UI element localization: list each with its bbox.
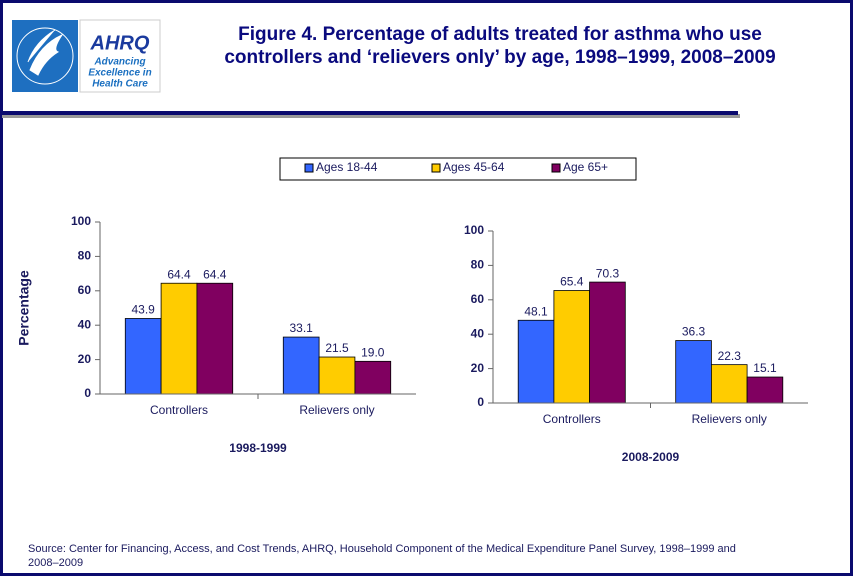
data-label: 65.4 <box>560 275 584 289</box>
data-label: 15.1 <box>753 361 777 375</box>
y-axis-title: Percentage <box>16 270 32 346</box>
ahrq-logo: AHRQ Advancing Excellence in Health Care <box>79 19 161 93</box>
x-axis-title: 1998-1999 <box>229 441 287 455</box>
legend-box <box>279 157 637 181</box>
x-tick-label: Controllers <box>543 412 601 426</box>
y-tick-label: 60 <box>471 292 485 306</box>
x-tick-label: Relievers only <box>692 412 767 426</box>
x-tick-label: Controllers <box>150 403 208 417</box>
bar <box>160 282 198 395</box>
x-tick-label: Relievers only <box>299 403 374 417</box>
y-tick-label: 100 <box>71 214 91 228</box>
hhs-logo <box>12 20 78 92</box>
bar <box>354 360 392 395</box>
bar <box>553 290 591 404</box>
data-label: 22.3 <box>718 349 742 363</box>
y-tick-label: 40 <box>78 317 92 331</box>
bar <box>282 336 320 395</box>
data-label: 21.5 <box>325 341 349 355</box>
source: 2008–2009 <box>28 557 83 569</box>
data-label: 64.4 <box>203 267 227 281</box>
bar <box>196 282 234 395</box>
hhs-ring <box>16 27 74 85</box>
y-tick-label: 100 <box>464 223 484 237</box>
bar <box>517 319 555 404</box>
title: Figure 4. Percentage of adults treated f… <box>238 24 762 45</box>
y-tick-label: 0 <box>84 386 91 400</box>
data-label: 19.0 <box>361 345 385 359</box>
legend-swatch <box>304 163 314 173</box>
ahrq-tagline: Health Care <box>92 79 148 90</box>
legend-label: Ages 18-44 <box>316 160 378 174</box>
ahrq-name: AHRQ <box>90 32 150 54</box>
title: controllers and ‘relievers only’ by age,… <box>224 47 775 68</box>
y-tick-label: 80 <box>78 249 92 263</box>
hhs-eagle <box>27 29 64 76</box>
bar <box>124 318 162 395</box>
x-axis-title: 2008-2009 <box>622 450 680 464</box>
data-label: 33.1 <box>290 321 314 335</box>
ahrq-box <box>79 19 161 93</box>
bar <box>675 340 712 404</box>
data-label: 36.3 <box>682 325 706 339</box>
legend-label: Ages 45-64 <box>443 160 505 174</box>
y-tick-label: 0 <box>477 395 484 409</box>
data-label: 48.1 <box>524 304 548 318</box>
y-tick-label: 60 <box>78 283 92 297</box>
rule <box>2 111 738 115</box>
bar <box>746 376 784 404</box>
data-label: 43.9 <box>132 303 156 317</box>
bar <box>318 356 356 395</box>
ahrq-tagline: Excellence in <box>88 68 151 79</box>
y-tick-label: 80 <box>471 258 485 272</box>
data-label: 64.4 <box>167 267 191 281</box>
bar <box>711 364 748 404</box>
y-tick-label: 20 <box>471 361 485 375</box>
rule-shadow <box>2 114 740 118</box>
legend-label: Age 65+ <box>563 160 608 174</box>
source: Source: Center for Financing, Access, an… <box>28 543 736 555</box>
y-tick-label: 20 <box>78 352 92 366</box>
legend-swatch <box>431 163 441 173</box>
data-label: 70.3 <box>596 266 620 280</box>
bar <box>589 281 626 404</box>
legend-swatch <box>551 163 561 173</box>
y-tick-label: 40 <box>471 326 485 340</box>
ahrq-tagline: Advancing <box>93 57 145 68</box>
